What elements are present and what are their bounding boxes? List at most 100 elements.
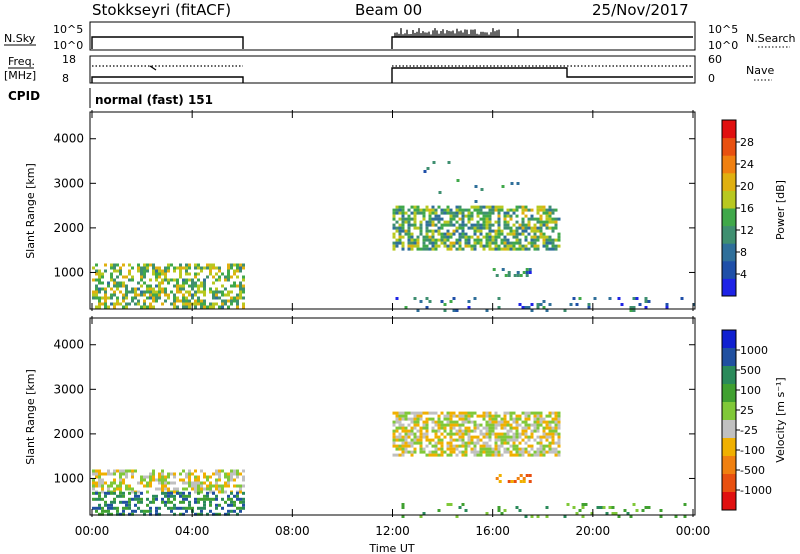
power-cell [179, 284, 182, 288]
velocity-cell [473, 426, 477, 430]
power-cell [536, 229, 540, 233]
power-cell [419, 208, 423, 212]
power-cell [224, 275, 227, 279]
velocity-cell [443, 450, 447, 454]
power-cell [548, 211, 552, 215]
power-cell [236, 269, 239, 273]
power-cell [416, 205, 420, 209]
power-cell [152, 293, 155, 297]
power-cell [539, 226, 543, 230]
velocity-cell [164, 491, 167, 495]
velocity-cell [413, 447, 417, 451]
velocity-cell [476, 414, 480, 418]
velocity-cell [164, 478, 167, 482]
power-cell [516, 271, 520, 274]
power-cell [239, 269, 242, 273]
power-cell [467, 244, 471, 248]
power-cell [434, 241, 438, 245]
power-cell [458, 226, 462, 230]
power-cell [530, 214, 534, 218]
velocity-cell [455, 423, 459, 427]
velocity-cell [167, 487, 170, 491]
power-cell [242, 284, 245, 288]
velocity-cell [197, 491, 200, 495]
velocity-cell [395, 447, 399, 451]
power-cell [524, 306, 528, 309]
power-cell [491, 241, 495, 245]
power-cell [452, 241, 456, 245]
velocity-cell [611, 506, 615, 509]
velocity-cell [98, 503, 101, 507]
power-cell [464, 223, 468, 227]
velocity-cell [428, 441, 432, 445]
velocity-cell [482, 411, 486, 415]
power-cell [119, 281, 122, 285]
power-cell [536, 238, 540, 242]
velocity-cell [548, 423, 552, 427]
velocity-cell [455, 515, 459, 518]
power-cell [395, 226, 399, 230]
velocity-cell [92, 484, 95, 488]
power-cell [200, 302, 203, 306]
power-cell [392, 247, 396, 251]
power-cell [503, 238, 507, 242]
power-cell [455, 309, 459, 312]
velocity-cell [416, 414, 420, 418]
velocity-cell [98, 478, 101, 482]
power-cell [158, 296, 161, 300]
velocity-cell [95, 469, 98, 473]
velocity-cell [206, 475, 209, 479]
velocity-cell [551, 429, 555, 433]
velocity-cell [230, 491, 233, 495]
power-cell [503, 217, 507, 221]
velocity-cell [179, 506, 182, 510]
power-cell [530, 303, 534, 306]
velocity-cell [236, 491, 239, 495]
velocity-cell [518, 423, 522, 427]
velocity-cell [521, 420, 525, 424]
velocity-cell [674, 515, 678, 518]
nsearch-label: N.Search [746, 32, 796, 45]
velocity-cell [92, 472, 95, 476]
power-cell [494, 241, 498, 245]
power-cell [182, 281, 185, 285]
velocity-cell [515, 417, 519, 421]
velocity-cell [209, 500, 212, 504]
power-cell [416, 309, 420, 312]
power-cell [548, 238, 552, 242]
velocity-cell [464, 411, 468, 415]
power-cell [522, 271, 526, 274]
power-cell [554, 220, 558, 224]
velocity-cell [98, 512, 101, 516]
power-cell [419, 229, 423, 233]
velocity-cell [200, 487, 203, 491]
velocity-cell [521, 432, 525, 436]
power-cell [416, 211, 420, 215]
velocity-cell [488, 444, 492, 448]
velocity-cell [185, 481, 188, 485]
velocity-cell [134, 503, 137, 507]
power-cell [188, 302, 191, 306]
velocity-cell [527, 426, 531, 430]
power-cell [474, 200, 478, 203]
velocity-cell [95, 475, 98, 479]
power-cell [488, 232, 492, 236]
velocity-cell [197, 497, 200, 501]
velocity-cell [461, 411, 465, 415]
velocity-cell [557, 420, 561, 424]
velocity-cell [161, 478, 164, 482]
power-cell [530, 238, 534, 242]
velocity-cell [539, 453, 543, 457]
power-cell [131, 278, 134, 282]
power-cell [95, 263, 98, 267]
power-cell [200, 290, 203, 294]
velocity-cell [413, 423, 417, 427]
power-cell [467, 211, 471, 215]
power-cell [447, 161, 451, 164]
velocity-cell [407, 450, 411, 454]
velocity-cell [233, 509, 236, 513]
velocity-cell [401, 429, 405, 433]
power-cell [401, 208, 405, 212]
velocity-cell [146, 503, 149, 507]
power-cell [551, 229, 555, 233]
